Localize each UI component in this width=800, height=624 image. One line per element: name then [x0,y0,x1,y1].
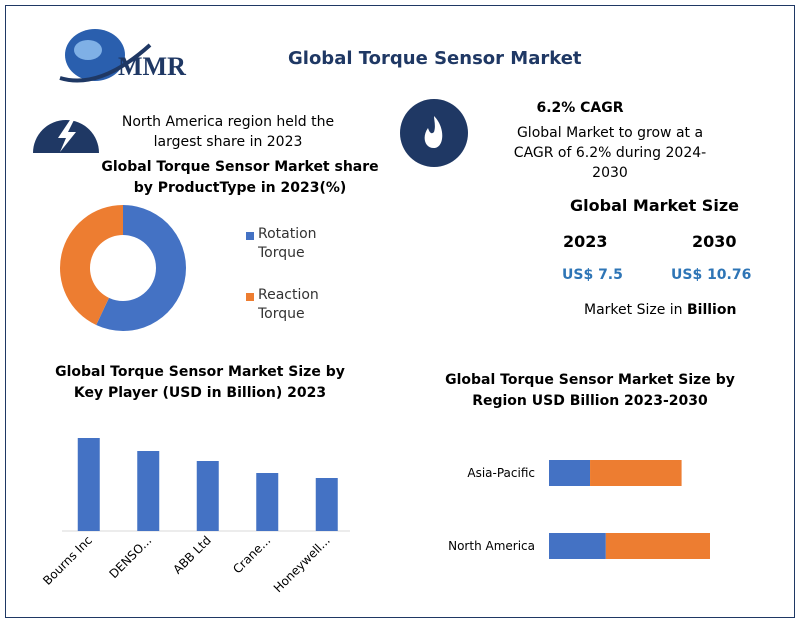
hbar-chart: Asia-Pacific North America [448,460,710,559]
donut-chart: Rotation Torque Reaction Torque [60,205,319,331]
bar-segment [549,460,591,486]
logo-text: MMR [118,52,186,81]
year: 2023 [563,232,608,251]
bar-segment [605,533,710,559]
bar-segment [549,533,606,559]
bar-segment [590,460,682,486]
legend-item: Reaction Torque [258,287,319,322]
page-title: Global Torque Sensor Market [288,48,582,69]
note-text: Market Size in [584,302,683,318]
chart-title: Global Torque Sensor Market share by Pro… [101,159,379,196]
donut-slice [60,205,123,326]
size-value: US$ 10.76 [671,267,752,283]
market-size-title: Global Market Size [570,196,739,215]
x-tick-label: Bourns Inc [40,533,95,588]
x-tick-label: ABB Ltd [170,533,213,576]
x-tick-label: Honeywell... [271,533,333,595]
year: 2030 [692,232,737,251]
icon-flame [424,116,443,148]
legend-label: Rotation Torque [258,226,317,261]
chart-title: Global Torque Sensor Market Size by Regi… [445,372,735,409]
bar-chart: Bourns Inc DENSO... ABB Ltd Crane...Honeywe… [40,438,350,595]
donut-slice [96,205,186,331]
y-tick-label: North America [448,539,535,553]
bar [196,461,219,531]
highlight-text: Global Market to grow at a CAGR of 6.2% … [513,125,707,181]
chart-title: Global Torque Sensor Market Size by Key … [55,364,345,401]
highlight-text: North America region held the largest sh… [121,114,335,150]
legend-swatch [246,232,254,240]
bar [256,473,279,531]
x-tick-label: DENSO... [106,533,154,581]
frame [5,5,795,618]
size-value: US$ 7.5 [562,267,623,283]
icon-bolt [58,120,76,152]
size-note: Market Size in Billion [584,302,736,318]
legend-item: Rotation Torque [258,226,317,261]
logo-land [74,40,102,60]
legend-label: Reaction Torque [258,287,319,322]
bar [315,478,338,531]
bar [137,451,160,531]
legend-swatch [246,293,254,301]
note-unit: Billion [686,302,737,318]
bar [77,438,100,531]
highlight-heading: 6.2% CAGR [536,100,624,116]
logo-swoosh [59,43,152,83]
y-tick-label: Asia-Pacific [467,466,535,480]
x-tick-label: Crane... [230,533,273,576]
